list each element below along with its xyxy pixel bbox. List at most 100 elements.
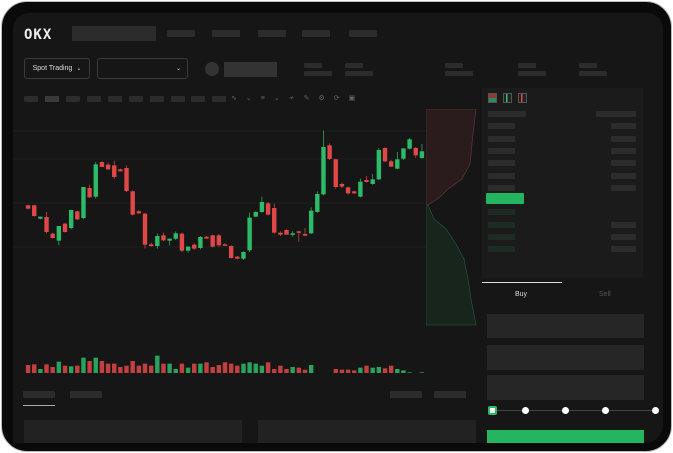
- candle-down: [87, 188, 92, 198]
- asks-only-icon[interactable]: [518, 93, 527, 103]
- volume-bar: [302, 369, 308, 373]
- candle-down: [136, 211, 142, 214]
- indicator-icon[interactable]: ∿: [231, 95, 237, 102]
- amount-input[interactable]: [487, 345, 644, 370]
- slider-stop: [522, 407, 529, 414]
- orderbook-price[interactable]: [488, 111, 526, 117]
- volume-bar: [235, 365, 240, 373]
- buy-submit-button[interactable]: [487, 430, 644, 443]
- candle-down: [296, 231, 302, 233]
- candle-up: [395, 159, 400, 169]
- candle-up: [315, 194, 320, 212]
- bids-only-icon[interactable]: [503, 93, 512, 103]
- orderbook-price[interactable]: [488, 221, 515, 228]
- pair-select[interactable]: ⌄: [97, 58, 188, 79]
- orderbook-amount: [611, 147, 636, 154]
- orderbook-price[interactable]: [488, 234, 515, 240]
- candle-up: [173, 233, 178, 239]
- slider-stop: [652, 407, 659, 414]
- interval-tab[interactable]: [24, 96, 38, 102]
- interval-tab[interactable]: [129, 96, 143, 102]
- nav-item[interactable]: [167, 30, 195, 37]
- volume-bar: [50, 367, 55, 373]
- orderbook-price[interactable]: [488, 184, 515, 191]
- orderbook-price[interactable]: [488, 172, 515, 179]
- okx-logo[interactable]: OKX: [24, 26, 68, 42]
- volume-bar: [333, 369, 338, 373]
- candle-down: [50, 233, 55, 238]
- refresh-icon[interactable]: ⟳: [333, 95, 340, 102]
- slider-stop: [562, 407, 569, 414]
- filter-button[interactable]: [390, 391, 422, 398]
- orderbook-price[interactable]: [488, 209, 515, 216]
- settings-icon[interactable]: ⚙: [318, 95, 325, 102]
- volume-bar: [370, 367, 375, 373]
- volume-bar: [284, 369, 289, 373]
- candle-down: [216, 235, 222, 246]
- interval-tab[interactable]: [191, 96, 205, 102]
- orderbook-amount: [596, 111, 636, 117]
- nav-item[interactable]: [349, 30, 377, 37]
- volume-bar: [265, 362, 271, 373]
- orderbook-amount: [611, 234, 636, 240]
- volume-bar: [395, 369, 400, 373]
- amount-slider[interactable]: [488, 406, 659, 416]
- orderbook-amount: [611, 221, 636, 228]
- fullscreen-icon[interactable]: ▣: [348, 95, 356, 102]
- volume-bar: [247, 362, 252, 373]
- volume-bar: [155, 355, 160, 373]
- interval-tab[interactable]: [150, 96, 164, 102]
- orderbook-price[interactable]: [488, 160, 515, 167]
- volume-bar: [382, 368, 388, 373]
- candle-down: [284, 230, 289, 235]
- orderbook-price[interactable]: [488, 123, 515, 130]
- spot-trading-button[interactable]: Spot Trading ⌄: [24, 58, 90, 79]
- line-icon[interactable]: ≁: [288, 95, 295, 102]
- price-input[interactable]: [487, 314, 644, 338]
- volume-bar: [376, 367, 382, 373]
- both-sides-icon[interactable]: [488, 93, 497, 103]
- orderbook-price[interactable]: [488, 135, 515, 142]
- orderbook-amount: [611, 123, 636, 130]
- orderbook-price[interactable]: [488, 246, 515, 253]
- total-input[interactable]: [487, 375, 644, 400]
- interval-tab[interactable]: [45, 96, 59, 102]
- orders-tab[interactable]: [23, 391, 55, 398]
- volume-bar: [44, 364, 49, 373]
- candle-down: [62, 223, 68, 232]
- buy-tab[interactable]: Buy: [515, 291, 528, 298]
- nav-item[interactable]: [258, 30, 286, 37]
- last-price-badge[interactable]: [486, 193, 524, 205]
- chevron-down-icon[interactable]: ⌄: [245, 95, 252, 102]
- pencil-icon[interactable]: ✎: [303, 95, 310, 102]
- nav-item[interactable]: [212, 30, 240, 37]
- slider-handle[interactable]: [488, 406, 497, 415]
- nav-item[interactable]: [302, 30, 330, 37]
- history-tab[interactable]: [70, 391, 102, 398]
- volume-bar: [148, 365, 154, 373]
- orderbook-price[interactable]: [488, 147, 515, 154]
- interval-tab[interactable]: [171, 96, 185, 102]
- search-bar[interactable]: [72, 26, 156, 41]
- candle-down: [265, 203, 271, 215]
- candle-down: [112, 165, 117, 177]
- interval-tab[interactable]: [108, 96, 122, 102]
- candle-up: [376, 150, 382, 180]
- candle-down: [130, 191, 135, 215]
- volume-bar: [105, 363, 111, 373]
- interval-tab[interactable]: [66, 96, 80, 102]
- interval-tab[interactable]: [87, 96, 101, 102]
- volume-bar: [339, 369, 345, 373]
- orders-tab-underline: [23, 405, 55, 406]
- interval-tab[interactable]: [212, 96, 226, 102]
- chevron-down-icon[interactable]: ⌄: [273, 95, 280, 102]
- candlestick-chart[interactable]: [13, 103, 433, 373]
- bid-depth-area: [426, 204, 477, 326]
- sell-tab[interactable]: Sell: [599, 291, 611, 298]
- candle-up: [81, 187, 86, 218]
- orderbook-amount: [611, 172, 636, 179]
- order-book: [482, 88, 643, 278]
- filter-button[interactable]: [434, 391, 466, 398]
- candle-type-icon[interactable]: ≡: [260, 94, 265, 102]
- volume-bar: [272, 369, 277, 373]
